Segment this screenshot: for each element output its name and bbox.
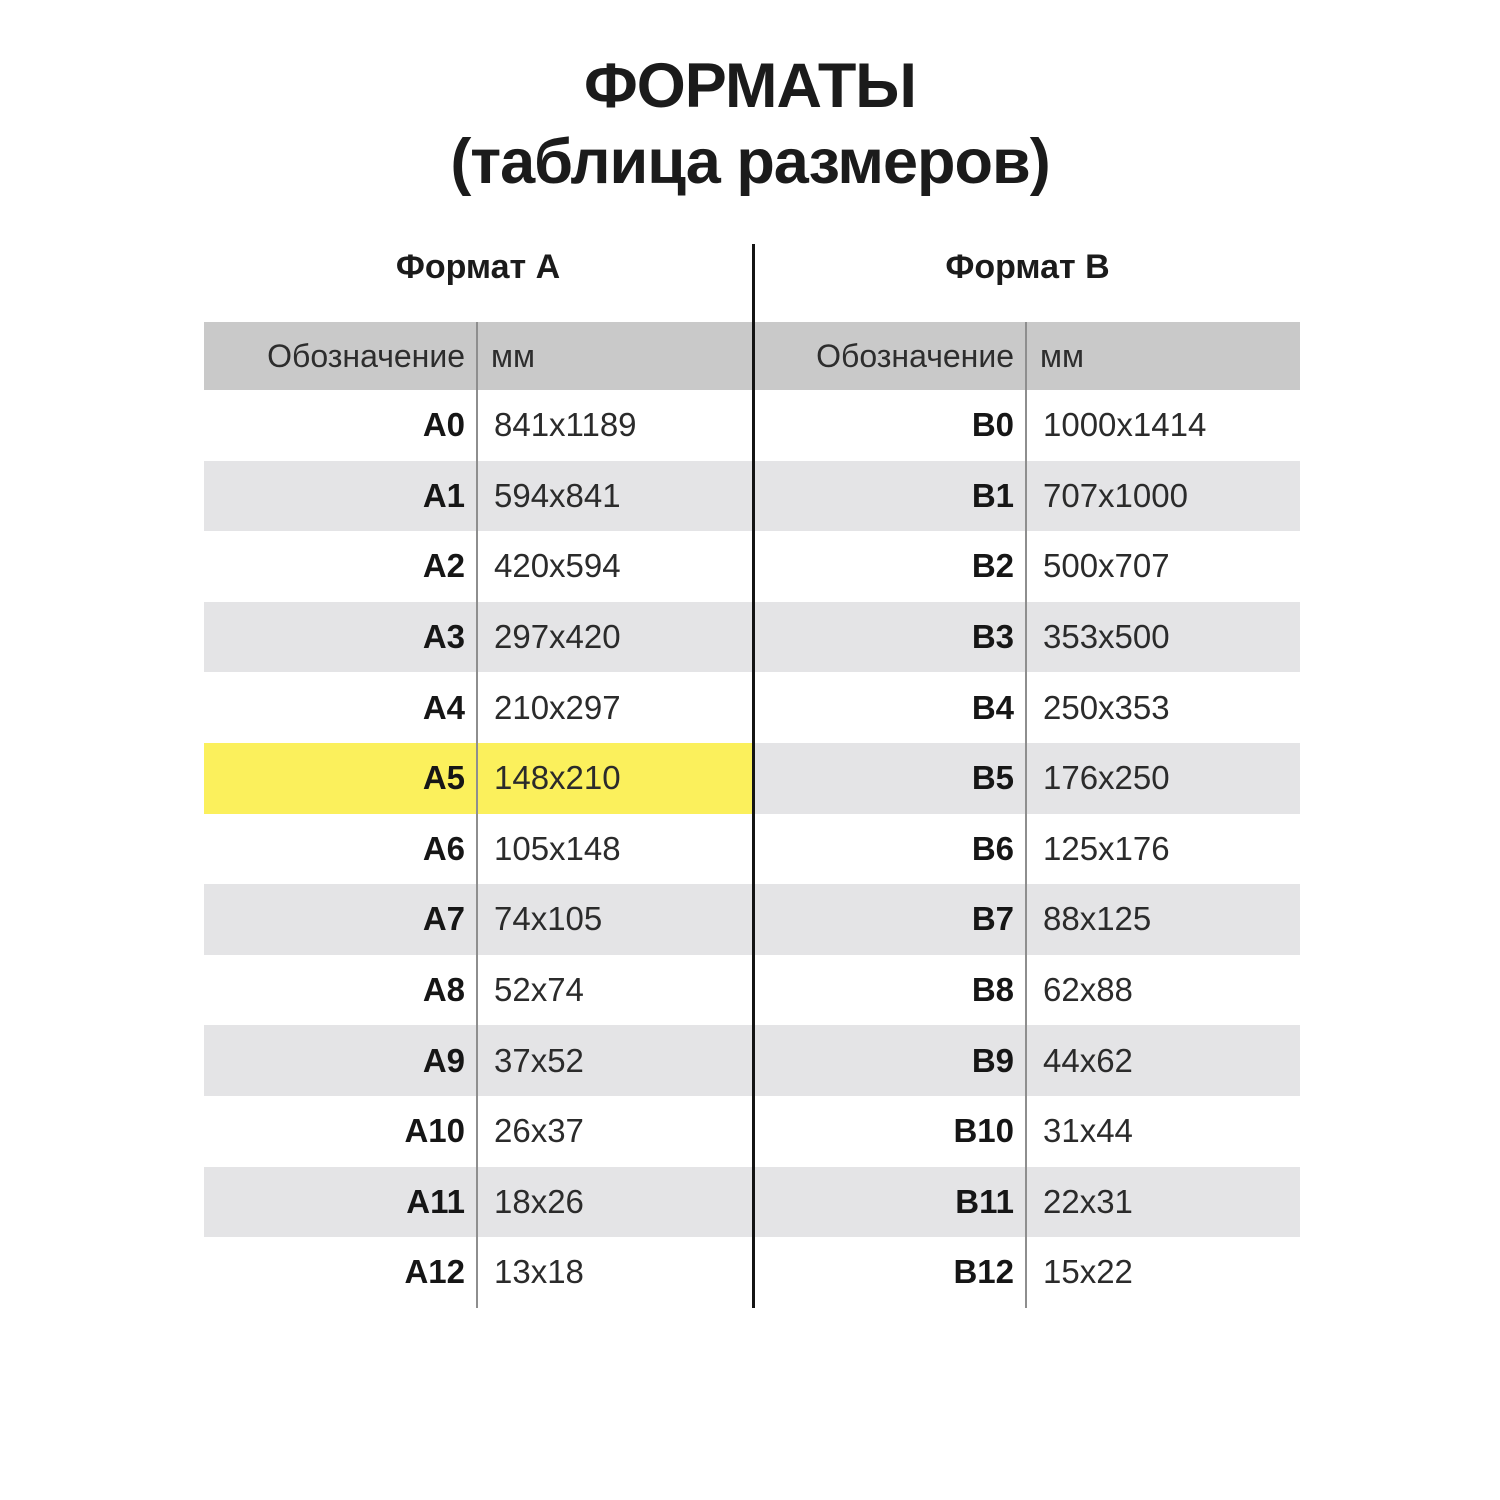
size-cell: 1000x1414: [1043, 406, 1207, 444]
center-divider-line: [752, 244, 755, 1308]
format-a-title: Формат А: [395, 248, 561, 286]
format-a-table: Обозначение мм A0 841x1189 A1 594x841 A2 42…: [204, 322, 752, 1308]
size-cell: 18x26: [494, 1182, 584, 1220]
format-a-section: Формат А Обозначение мм A0 841x1189 A1 594…: [204, 244, 752, 1308]
size-cell: 74x105: [494, 900, 603, 938]
table-row-b4: B4 250x353: [755, 672, 1300, 743]
designation-cell: A7: [204, 884, 478, 955]
designation-cell: B6: [755, 813, 1027, 885]
size-cell: 125x176: [1043, 829, 1170, 867]
designation-cell: B4: [755, 672, 1027, 743]
designation-cell: B7: [755, 884, 1027, 955]
designation-cell: B12: [755, 1237, 1027, 1308]
table-row-b12: B12 15x22: [755, 1237, 1300, 1308]
designation-cell: B2: [755, 531, 1027, 602]
table-row-a12: A12 13x18: [204, 1237, 752, 1308]
table-row-a4: A4 210x297: [204, 672, 752, 743]
table-header-row: Обозначение мм: [204, 322, 752, 390]
size-cell: 500x707: [1043, 547, 1170, 585]
designation-cell: A1: [204, 460, 478, 532]
designation-cell: B1: [755, 460, 1027, 532]
page-subtitle: (таблица размеров): [450, 127, 1050, 197]
designation-cell: A3: [204, 601, 478, 673]
size-cell: 26x37: [494, 1112, 584, 1150]
designation-cell: A10: [204, 1095, 478, 1167]
size-cell: 176x250: [1043, 759, 1170, 797]
table-row-b11: B11 22x31: [755, 1166, 1300, 1238]
size-cell: 62x88: [1043, 971, 1133, 1009]
format-b-title: Формат B: [945, 248, 1110, 286]
table-row-a9: A9 37x52: [204, 1025, 752, 1096]
designation-cell: B5: [755, 742, 1027, 814]
table-row-a5-highlighted: A5 148x210: [204, 742, 752, 814]
page-title-block: ФОРМАТЫ (таблица размеров): [0, 48, 1500, 200]
table-row-a1: A1 594x841: [204, 460, 752, 532]
table-row-b5: B5 176x250: [755, 742, 1300, 814]
size-cell: 210x297: [494, 688, 621, 726]
table-row-a7: A7 74x105: [204, 884, 752, 955]
mm-header: мм: [491, 337, 535, 374]
size-cell: 420x594: [494, 547, 621, 585]
size-cell: 22x31: [1043, 1182, 1133, 1220]
designation-cell: B10: [755, 1095, 1027, 1167]
table-row-b10: B10 31x44: [755, 1095, 1300, 1167]
size-tables-area: Формат А Обозначение мм A0 841x1189 A1 594…: [204, 244, 1300, 1308]
table-row-a11: A11 18x26: [204, 1166, 752, 1238]
size-cell: 148x210: [494, 759, 621, 797]
designation-cell: A9: [204, 1025, 478, 1096]
designation-header: Обозначение: [204, 322, 478, 390]
table-row-a3: A3 297x420: [204, 601, 752, 673]
table-row-a8: A8 52x74: [204, 954, 752, 1026]
size-cell: 13x18: [494, 1253, 584, 1291]
designation-cell: B3: [755, 601, 1027, 673]
table-row-b7: B7 88x125: [755, 884, 1300, 955]
table-row-a10: A10 26x37: [204, 1095, 752, 1167]
table-row-b8: B8 62x88: [755, 954, 1300, 1026]
designation-cell: B8: [755, 954, 1027, 1026]
table-row-b2: B2 500x707: [755, 531, 1300, 602]
format-b-table: Обозначение мм B0 1000x1414 B1 707x1000 B2…: [755, 322, 1300, 1308]
size-cell: 841x1189: [494, 406, 637, 444]
size-cell: 31x44: [1043, 1112, 1133, 1150]
designation-cell: B11: [755, 1166, 1027, 1238]
table-row-b1: B1 707x1000: [755, 460, 1300, 532]
table-row-a0: A0 841x1189: [204, 390, 752, 461]
size-cell: 297x420: [494, 618, 621, 656]
size-cell: 88x125: [1043, 900, 1152, 938]
designation-cell: A11: [204, 1166, 478, 1238]
designation-cell: A12: [204, 1237, 478, 1308]
page-title: ФОРМАТЫ: [584, 51, 917, 121]
designation-cell: A5: [204, 742, 478, 814]
mm-header: мм: [1040, 337, 1084, 374]
size-cell: 250x353: [1043, 688, 1170, 726]
table-row-b9: B9 44x62: [755, 1025, 1300, 1096]
size-cell: 15x22: [1043, 1253, 1133, 1291]
table-row-a6: A6 105x148: [204, 813, 752, 885]
size-cell: 37x52: [494, 1041, 584, 1079]
size-cell: 52x74: [494, 971, 584, 1009]
table-row-b0: B0 1000x1414: [755, 390, 1300, 461]
size-cell: 353x500: [1043, 618, 1170, 656]
table-row-b3: B3 353x500: [755, 601, 1300, 673]
designation-cell: A6: [204, 813, 478, 885]
designation-header: Обозначение: [755, 322, 1027, 390]
table-row-a2: A2 420x594: [204, 531, 752, 602]
designation-cell: A4: [204, 672, 478, 743]
size-cell: 707x1000: [1043, 476, 1188, 514]
size-cell: 594x841: [494, 476, 621, 514]
designation-cell: B9: [755, 1025, 1027, 1096]
table-row-b6: B6 125x176: [755, 813, 1300, 885]
designation-cell: A8: [204, 954, 478, 1026]
designation-cell: A0: [204, 390, 478, 461]
size-cell: 105x148: [494, 829, 621, 867]
size-cell: 44x62: [1043, 1041, 1133, 1079]
format-b-section: Формат B Обозначение мм B0 1000x1414 B1 70…: [755, 244, 1300, 1308]
designation-cell: A2: [204, 531, 478, 602]
table-header-row: Обозначение мм: [755, 322, 1300, 390]
designation-cell: B0: [755, 390, 1027, 461]
